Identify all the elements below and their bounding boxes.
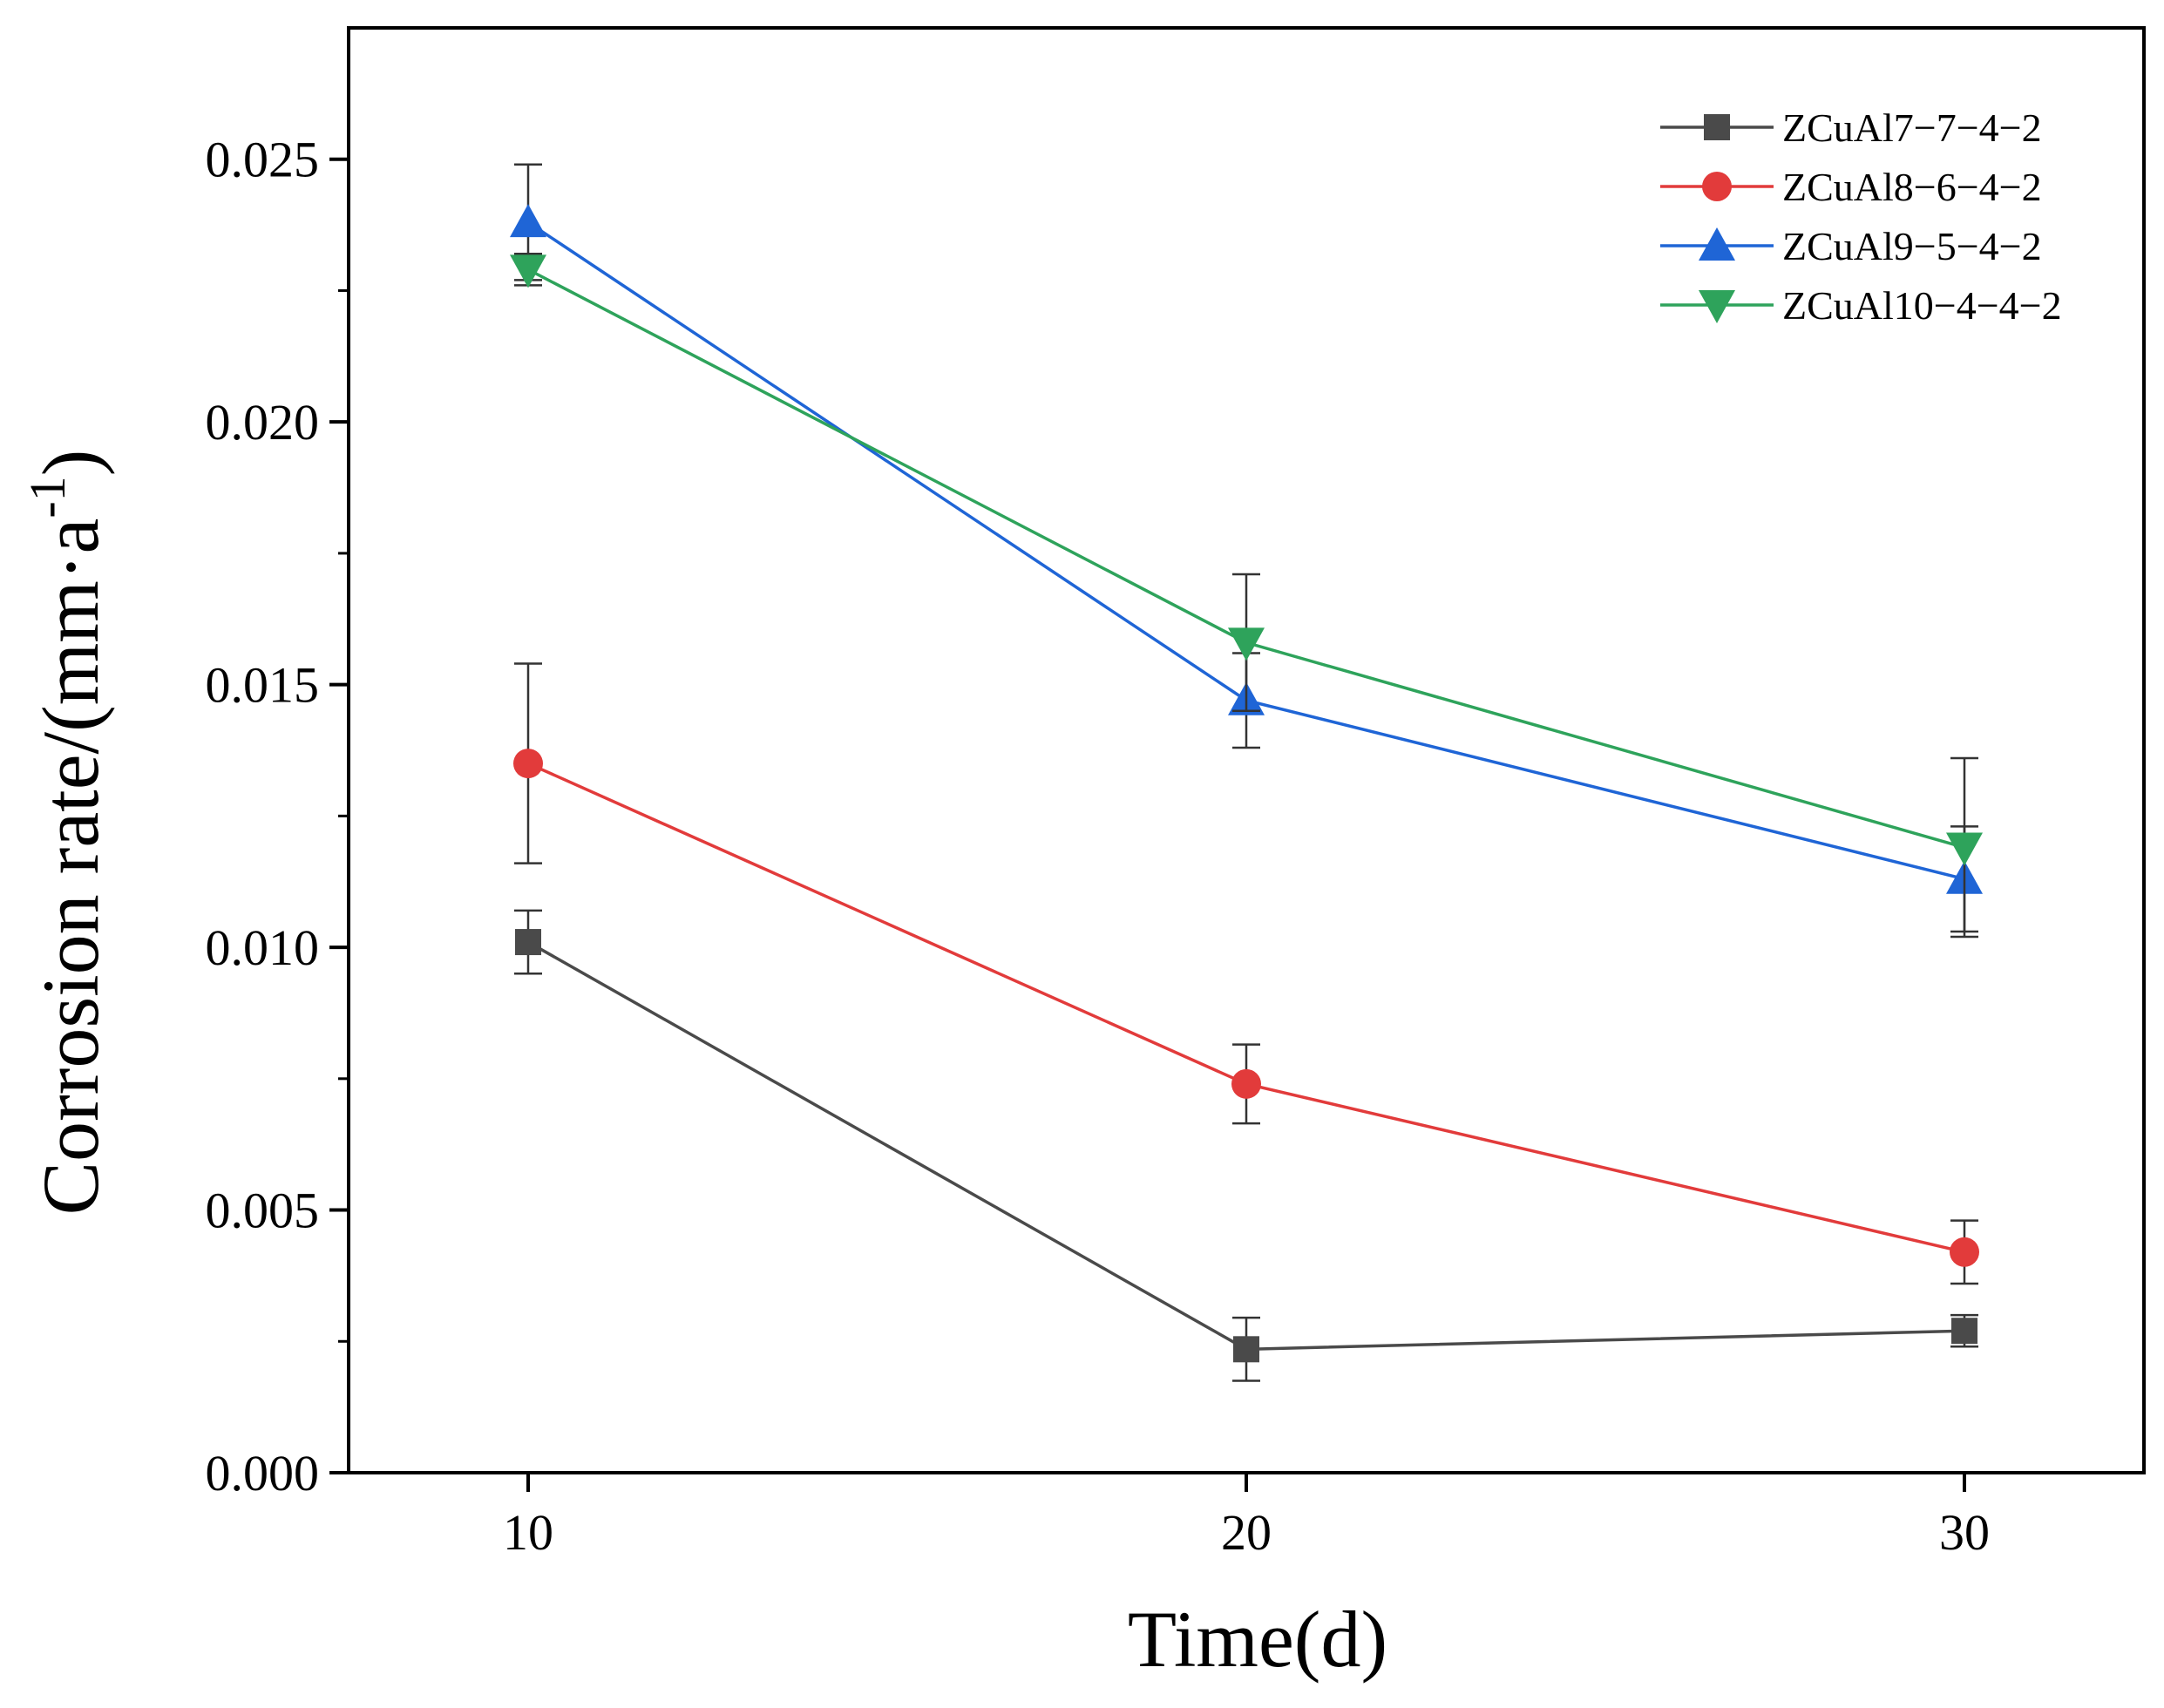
legend-marker — [1702, 172, 1732, 201]
legend-entry: ZCuAl7−7−4−2 — [1660, 105, 2042, 150]
data-point — [1946, 832, 1983, 866]
legend-label: ZCuAl9−5−4−2 — [1782, 224, 2042, 268]
y-tick-label: 0.010 — [206, 919, 320, 976]
data-point — [1231, 1068, 1261, 1099]
legend-entry: ZCuAl9−5−4−2 — [1660, 224, 2042, 268]
legend-marker — [1699, 227, 1735, 261]
legend-label: ZCuAl7−7−4−2 — [1782, 105, 2042, 150]
legend-label: ZCuAl8−6−4−2 — [1782, 165, 2042, 209]
series-4 — [510, 253, 1983, 939]
x-tick-label: 20 — [1221, 1504, 1272, 1561]
y-tick-label: 0.025 — [206, 132, 320, 188]
data-point — [515, 929, 541, 956]
data-point — [510, 204, 546, 238]
y-axis-title: Corrosion rate/(mm·a-1) — [19, 450, 115, 1216]
series-group — [510, 163, 1983, 1382]
series-line — [527, 220, 1965, 881]
axis-ticks: 0.000 0.005 0.010 0.015 0.020 0.025 10 20 30 — [206, 132, 1991, 1561]
y-axis-title-suffix: ) — [26, 450, 115, 477]
data-point — [510, 254, 546, 288]
y-axis-title-main: Corrosion rate/(mm·a — [26, 518, 115, 1216]
legend-marker — [1704, 114, 1730, 140]
y-tick-label: 0.015 — [206, 657, 320, 714]
x-tick-label: 10 — [503, 1504, 553, 1561]
legend-label: ZCuAl10−4−4−2 — [1782, 283, 2062, 328]
y-axis-title-superscript: -1 — [19, 476, 76, 518]
legend-entry: ZCuAl8−6−4−2 — [1660, 165, 2042, 209]
data-point — [513, 749, 543, 779]
series-3 — [510, 163, 1983, 933]
series-2 — [513, 662, 1979, 1285]
y-tick-label: 0.000 — [206, 1445, 320, 1501]
series-line — [527, 268, 1965, 850]
series-line — [527, 940, 1965, 1352]
legend: ZCuAl7−7−4−2 ZCuAl8−6−4−2 ZCuAl9−5−4−2 ZCuA… — [1660, 105, 2062, 328]
data-point — [1233, 1336, 1259, 1363]
data-point — [1950, 1237, 1979, 1267]
series-line — [527, 762, 1965, 1254]
data-point — [1951, 1318, 1977, 1345]
legend-marker — [1699, 290, 1735, 323]
data-point — [1228, 627, 1265, 661]
series-1 — [514, 909, 1978, 1382]
legend-entry: ZCuAl10−4−4−2 — [1660, 283, 2062, 328]
x-axis-title: Time(d) — [1128, 1595, 1387, 1684]
y-tick-label: 0.005 — [206, 1183, 320, 1239]
x-tick-label: 30 — [1939, 1504, 1990, 1561]
y-tick-label: 0.020 — [206, 394, 320, 451]
